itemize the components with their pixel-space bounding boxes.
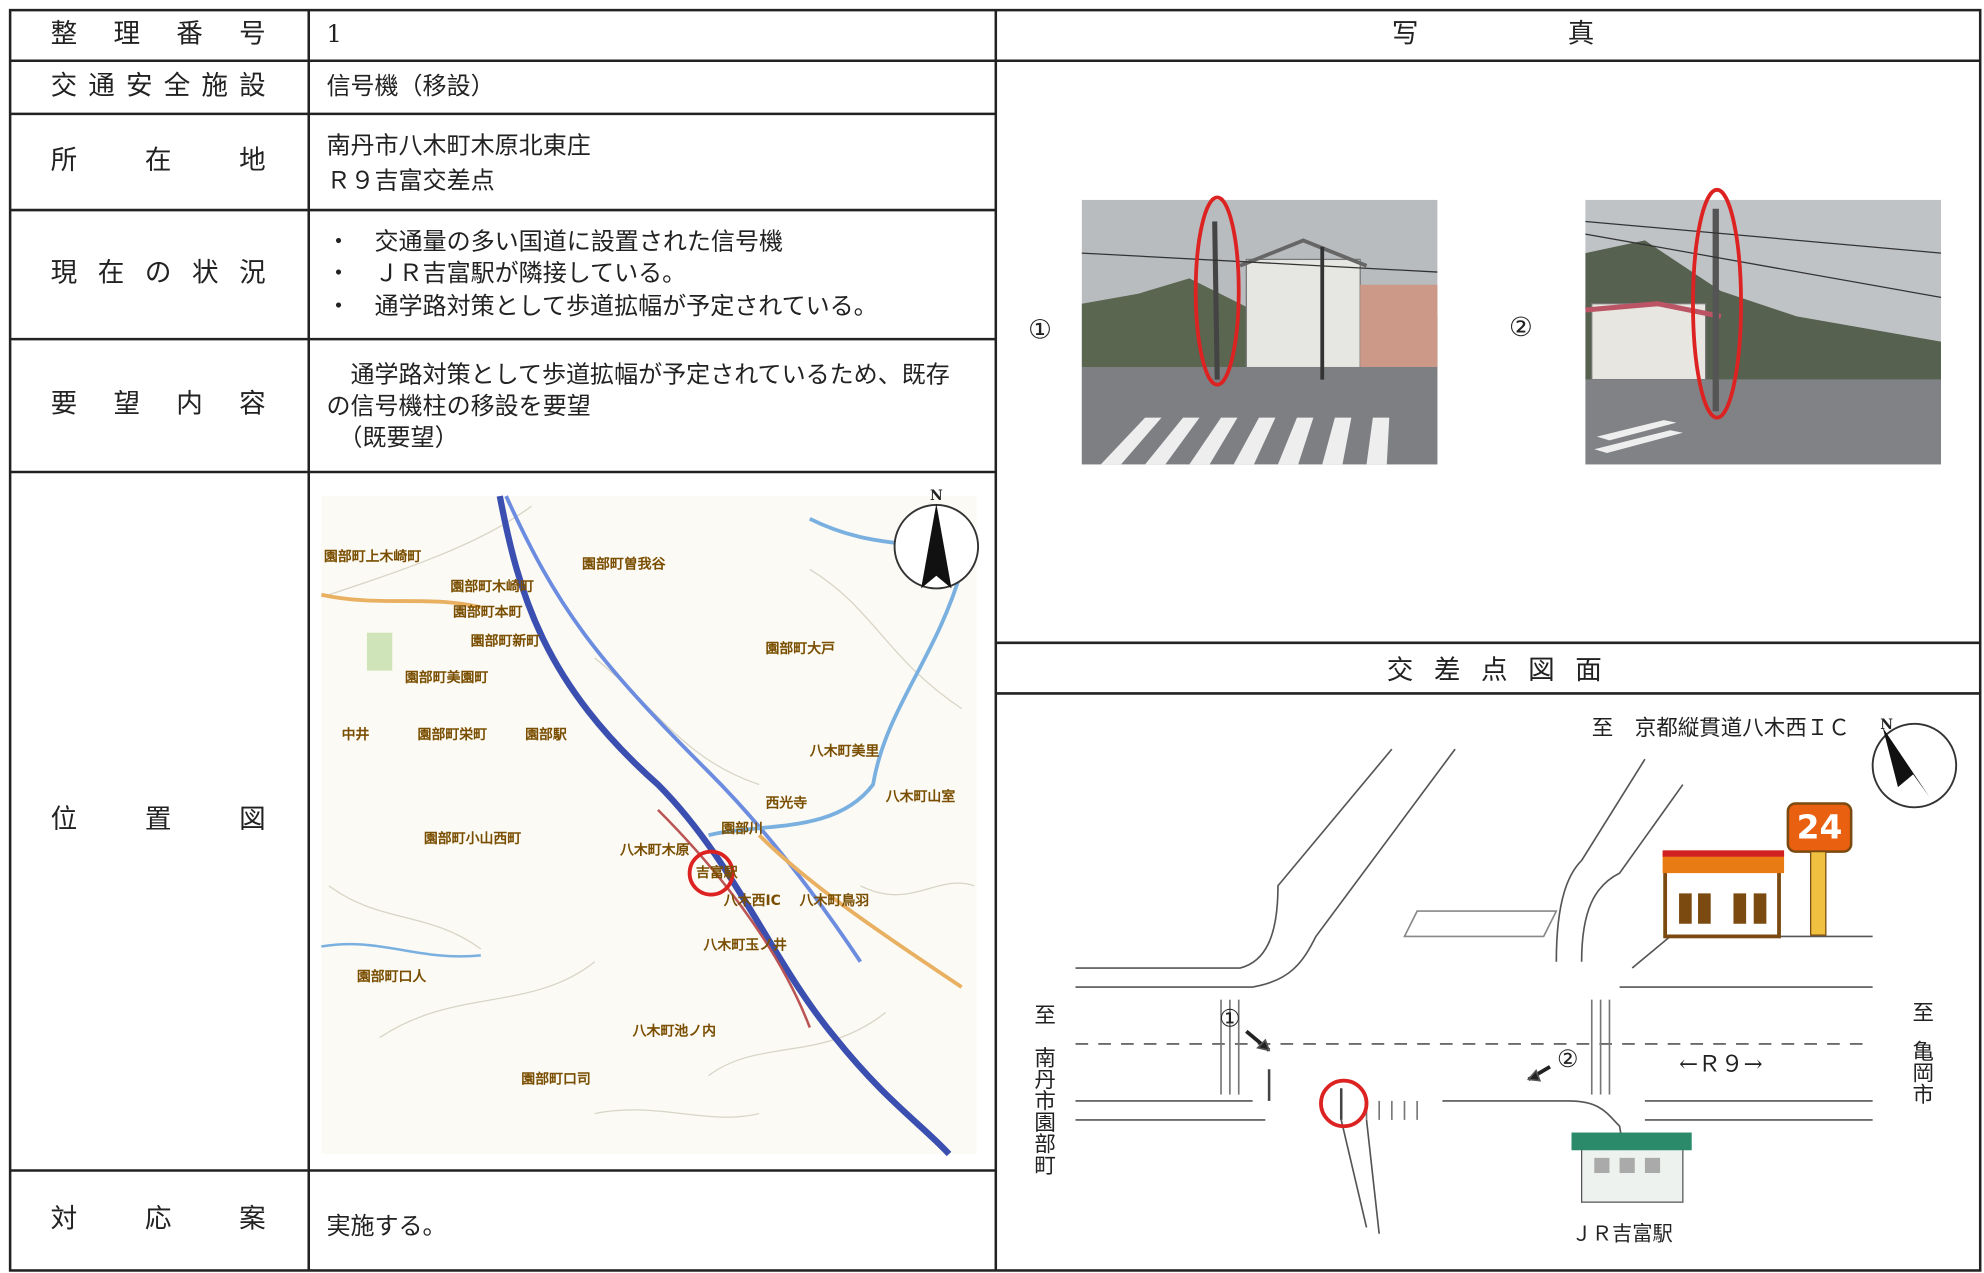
road-label: ←Ｒ９→: [1679, 1051, 1763, 1077]
location-map: N 園部町上木崎町 園部町曽我谷園部町木崎町園部町本町園部町新町園部町美園町中井園…: [320, 488, 980, 1157]
map-label: 中井: [342, 726, 370, 743]
row-label: 要望内容: [51, 389, 266, 420]
east-destination: 至: [1909, 1001, 1934, 1023]
photo-label: ②: [1509, 312, 1533, 343]
map-label: 園部町上木崎町: [324, 548, 421, 565]
diagram-north-label: N: [1880, 717, 1893, 733]
diagram-marker: ①: [1219, 1004, 1241, 1032]
diagram-marker: ②: [1557, 1045, 1579, 1073]
row-label: 位置図: [51, 804, 266, 835]
west-destination: 南丹市園部町: [1031, 1046, 1056, 1176]
row-content: Ｒ９吉富交差点: [326, 167, 494, 195]
row-content: の信号機柱の移設を要望: [326, 392, 590, 420]
map-north: N: [930, 488, 943, 504]
map-label: 園部町新町: [471, 633, 541, 650]
row-content: 通学路対策として歩道拡幅が予定されているため、既存: [326, 360, 949, 388]
row-content: 実施する。: [326, 1212, 446, 1240]
east-destination: 亀岡市: [1909, 1040, 1934, 1105]
map-label: 八木西IC: [723, 892, 781, 909]
store-icon: 24: [1662, 802, 1853, 939]
map-label: 園部町口人: [357, 968, 427, 985]
map-label: 八木町木原: [619, 841, 690, 858]
station-label: ＪＲ吉富駅: [1572, 1222, 1673, 1246]
intersection-diagram: [1075, 748, 1873, 1234]
row-content: ・ 交通量の多い国道に設置された信号機: [326, 227, 783, 255]
row-content: ・ 通学路対策として歩道拡幅が予定されている。: [326, 292, 877, 320]
row-label: 対応案: [51, 1203, 266, 1234]
map-label: 八木町鳥羽: [799, 892, 870, 909]
map-label: 園部町口司: [521, 1070, 591, 1087]
north-destination: 至 京都縦貫道八木西ＩＣ: [1592, 716, 1850, 741]
photo-1: [1081, 195, 1438, 465]
map-label: 八木町美里: [809, 743, 880, 760]
map-label: 八木町山室: [885, 788, 956, 805]
map-label: 園部川: [721, 820, 763, 837]
store-sign: 24: [1797, 807, 1843, 846]
row-label: 現在の状況: [51, 258, 266, 289]
target-circle: [687, 849, 735, 897]
map-label: 園部町曽我谷: [582, 555, 666, 572]
photo-title: 写真: [1392, 18, 1594, 49]
row-label: 整理番号: [51, 18, 266, 49]
map-label: 八木町玉ノ井: [703, 936, 788, 953]
row-content: 信号機（移設）: [326, 72, 494, 100]
row-label: 所在地: [51, 145, 266, 176]
diagram-title: 交差点図面: [1387, 655, 1602, 686]
map-label: 吉富駅: [696, 864, 738, 881]
map-label: 園部町本町: [453, 603, 523, 620]
west-destination: 至: [1031, 1003, 1056, 1025]
diagram-north: [1871, 722, 1958, 809]
row-content: ・ ＪＲ吉富駅が隣接している。: [326, 259, 686, 287]
row-content: 1: [326, 20, 341, 48]
map-label: 園部町栄町: [418, 726, 488, 743]
row-content: （既要望）: [326, 424, 458, 452]
map-label: 八木町池ノ内: [632, 1022, 716, 1039]
photo-2: [1585, 187, 1942, 465]
table-frame: [8, 8, 1982, 1272]
map-label: 西光寺: [766, 795, 808, 812]
row-label: 交通安全施設: [51, 70, 266, 101]
map-label: 園部駅: [525, 726, 567, 743]
row-content: 南丹市八木町木原北東庄: [326, 131, 590, 159]
photo-label: ①: [1028, 315, 1052, 346]
station-icon: [1571, 1132, 1692, 1203]
map-label: 園部町大戸: [766, 640, 836, 657]
map-label: 園部町美園町: [405, 669, 489, 686]
map-label: 園部町木崎町: [450, 578, 534, 595]
map-label: 園部町小山西町: [424, 830, 521, 847]
